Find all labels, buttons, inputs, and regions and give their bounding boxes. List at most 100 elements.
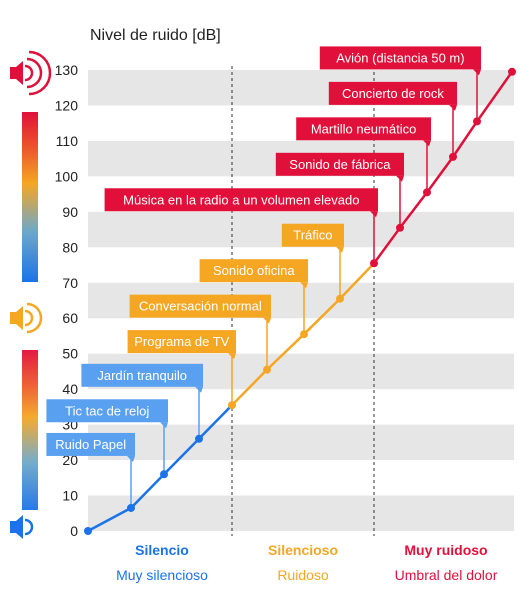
- label-text: Tic tac de reloj: [65, 403, 149, 418]
- point-label: Sonido oficina: [199, 259, 308, 335]
- speaker-medium-icon: [10, 302, 43, 334]
- label-box: [46, 432, 135, 456]
- data-point: [127, 503, 135, 512]
- zone-labels: Silencio Muy silencioso Silencioso Ruidoso M…: [116, 542, 498, 583]
- y-tick-label: 80: [62, 239, 78, 255]
- speaker-body: [10, 306, 23, 330]
- data-point: [449, 152, 457, 161]
- label-box: [296, 117, 431, 141]
- zone-title: Muy ruidoso: [404, 542, 487, 558]
- scale-bar-lower: [22, 350, 38, 510]
- y-tick-label: 60: [62, 310, 78, 326]
- label-text: Avión (distancia 50 m): [336, 50, 464, 65]
- label-text: Sonido de fábrica: [289, 157, 391, 172]
- series-segment: [475, 70, 514, 123]
- y-tick-label: 90: [62, 204, 78, 220]
- series-segment: [86, 506, 133, 533]
- label-text: Jardín tranquilo: [97, 368, 187, 383]
- series-segment: [451, 120, 479, 159]
- speaker-loud-icon: [10, 50, 52, 96]
- data-point: [508, 67, 516, 76]
- y-tick-label: 70: [62, 275, 78, 291]
- label-box: [104, 188, 378, 212]
- series-segment: [265, 332, 306, 371]
- data-point: [423, 188, 431, 197]
- y-tick-label: 50: [62, 346, 78, 362]
- point-label: Avión (distancia 50 m): [319, 46, 481, 122]
- data-point: [370, 259, 378, 268]
- data-point: [84, 527, 92, 535]
- label-box: [81, 363, 203, 387]
- y-tick-label: 20: [62, 452, 78, 468]
- speaker-wave: [24, 309, 34, 327]
- point-label: Programa de TV: [127, 330, 236, 406]
- series-segment: [398, 191, 429, 230]
- y-tick-label: 110: [56, 133, 79, 149]
- point-label: Tic tac de reloj: [46, 399, 168, 475]
- label-box: [319, 46, 481, 70]
- y-tick-label: 100: [55, 168, 79, 184]
- zone-title: Silencioso: [268, 542, 338, 558]
- speaker-low-icon: [10, 515, 34, 539]
- label-box: [127, 330, 236, 354]
- point-label: Tráfico: [281, 223, 344, 299]
- point-label: Jardín tranquilo: [81, 363, 203, 439]
- series-segment: [372, 226, 402, 265]
- label-box: [281, 223, 344, 247]
- label-text: Tráfico: [293, 228, 332, 243]
- speaker-wave: [24, 64, 34, 82]
- loudness-scale: [10, 50, 52, 539]
- label-box: [199, 259, 308, 283]
- point-label: Ruido Papel: [46, 432, 135, 508]
- series-segment: [425, 155, 455, 194]
- label-text: Martillo neumático: [311, 121, 417, 136]
- speaker-wave: [24, 518, 34, 536]
- label-box: [328, 81, 457, 105]
- point-labels: Ruido Papel Tic tac de reloj Jardín tranqu…: [46, 46, 481, 508]
- y-tick-label: 120: [55, 97, 79, 113]
- data-point: [396, 223, 404, 232]
- label-text: Conversación normal: [139, 299, 262, 314]
- series-segment: [162, 437, 201, 476]
- series-segment: [197, 403, 234, 441]
- data-point: [473, 117, 481, 126]
- data-point: [336, 294, 344, 303]
- y-tick-label: 130: [55, 62, 79, 78]
- series-segment: [302, 297, 342, 336]
- label-box: [275, 152, 404, 176]
- data-point: [263, 365, 271, 374]
- point-label: Conversación normal: [129, 294, 271, 370]
- y-tick-label: 40: [62, 381, 78, 397]
- label-text: Programa de TV: [134, 334, 229, 349]
- label-text: Concierto de rock: [342, 86, 444, 101]
- label-text: Sonido oficina: [213, 263, 295, 278]
- data-point: [195, 434, 203, 443]
- data-point: [160, 470, 168, 479]
- zone-subtitle: Ruidoso: [277, 567, 329, 583]
- data-point: [300, 330, 308, 339]
- data-point: [228, 401, 236, 410]
- point-label: Música en la radio a un volumen elevado: [104, 188, 378, 264]
- label-box: [46, 399, 168, 423]
- speaker-body: [10, 61, 23, 85]
- series-segment: [230, 368, 269, 407]
- y-tick-label: 0: [70, 523, 78, 539]
- speaker-wave: [26, 57, 43, 89]
- speaker-wave: [26, 302, 43, 334]
- scale-bar-upper: [22, 112, 38, 282]
- grid-band: [88, 424, 514, 461]
- zone-subtitle: Muy silencioso: [116, 567, 208, 583]
- chart-title: Nivel de ruido [dB]: [90, 27, 221, 44]
- series-lines: [86, 70, 514, 533]
- zone-subtitle: Umbral del dolor: [395, 567, 498, 583]
- label-text: Ruido Papel: [55, 437, 126, 452]
- zone-title: Silencio: [135, 542, 189, 558]
- grid-band: [88, 495, 514, 531]
- label-box: [129, 294, 271, 318]
- point-label: Sonido de fábrica: [275, 152, 404, 228]
- point-label: Martillo neumático: [296, 117, 431, 193]
- series-segment: [129, 473, 166, 510]
- series-segment: [338, 262, 376, 300]
